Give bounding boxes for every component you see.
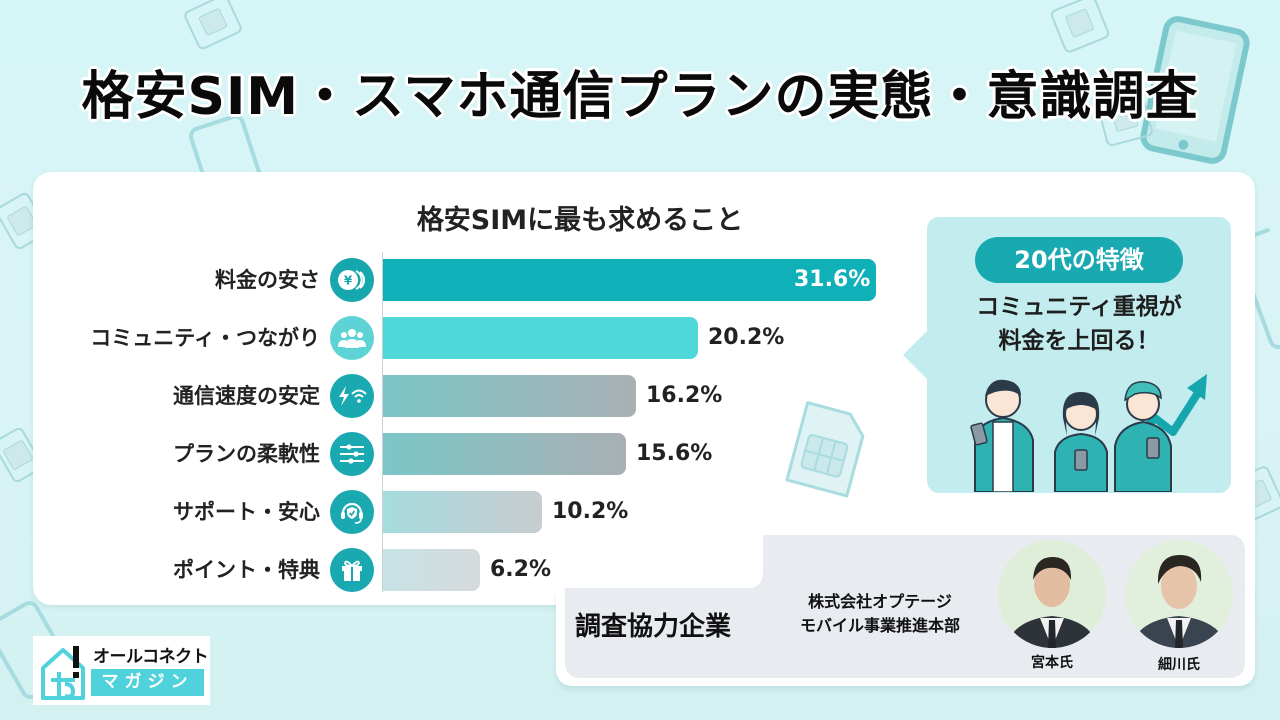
callout-text: コミュニティ重視が 料金を上回る！ xyxy=(927,290,1231,358)
person-name-hosokawa: 細川氏 xyxy=(1158,657,1200,673)
headset-shield-icon xyxy=(330,490,374,534)
bar-value: 15.6% xyxy=(636,441,713,466)
bar-row: コミュニティ・つながり 20.2% xyxy=(0,316,960,360)
bar-value: 16.2% xyxy=(646,383,723,408)
bar-row: プランの柔軟性 15.6% xyxy=(0,432,960,476)
logo-text-top: オールコネクト xyxy=(93,647,209,667)
bar-row: サポート・安心 10.2% xyxy=(0,490,960,534)
callout-pointer xyxy=(903,330,928,380)
bar-value: 20.2% xyxy=(708,325,785,350)
yen-coin-icon: ¥ xyxy=(330,258,374,302)
callout-line-2: 料金を上回る！ xyxy=(998,328,1160,354)
company-name-line-1: 株式会社オプテージ xyxy=(808,592,952,611)
bar-row: 料金の安さ ¥31.6% xyxy=(0,258,960,302)
bar-value: 31.6% xyxy=(794,267,871,292)
bar-label: 通信速度の安定 xyxy=(173,384,320,408)
bar-label: プランの柔軟性 xyxy=(173,442,320,466)
chart-axis-line xyxy=(382,252,383,592)
young-people-illustration xyxy=(955,360,1215,496)
bar xyxy=(383,259,876,301)
bar-row: ポイント・特典 6.2% xyxy=(0,548,960,592)
bar-row: 通信速度の安定 16.2% xyxy=(0,374,960,418)
gift-icon xyxy=(330,548,374,592)
bar xyxy=(383,491,542,533)
callout-line-1: コミュニティ重視が xyxy=(976,294,1182,320)
bar xyxy=(383,549,480,591)
lightning-wifi-icon xyxy=(330,374,374,418)
person-name-miyamoto: 宮本氏 xyxy=(1031,655,1073,671)
bar xyxy=(383,375,636,417)
svg-text:¥: ¥ xyxy=(344,274,353,288)
bar xyxy=(383,317,698,359)
bar-value: 6.2% xyxy=(490,557,552,582)
company-name-line-2: モバイル事業推進本部 xyxy=(799,616,960,635)
company-panel-notch xyxy=(565,535,763,588)
company-label: 調査協力企業 xyxy=(575,612,732,642)
site-logo[interactable]: オールコネクト マガジン xyxy=(33,636,210,705)
house-logo-icon xyxy=(41,646,85,700)
logo-text-sub: マガジン xyxy=(91,669,204,696)
company-name: 株式会社オプテージ モバイル事業推進本部 xyxy=(775,590,985,638)
chart-title: 格安SIMに最も求めること xyxy=(416,205,744,236)
bar-label: 料金の安さ xyxy=(215,268,320,292)
people-group-icon xyxy=(330,316,374,360)
portrait-hosokawa xyxy=(1125,540,1233,648)
bar-value: 10.2% xyxy=(552,499,629,524)
bar-label: サポート・安心 xyxy=(173,500,320,524)
bar-label: コミュニティ・つながり xyxy=(90,326,320,350)
bar xyxy=(383,433,626,475)
callout-badge: 20代の特徴 xyxy=(975,237,1183,283)
sim-card-decoration-icon xyxy=(181,0,245,53)
bar-label: ポイント・特典 xyxy=(173,558,320,582)
sliders-icon xyxy=(330,432,374,476)
page-title: 格安SIM・スマホ通信プランの実態・意識調査 xyxy=(81,67,1199,127)
portrait-miyamoto xyxy=(998,540,1106,648)
sim-card-decoration-icon xyxy=(1048,0,1112,56)
